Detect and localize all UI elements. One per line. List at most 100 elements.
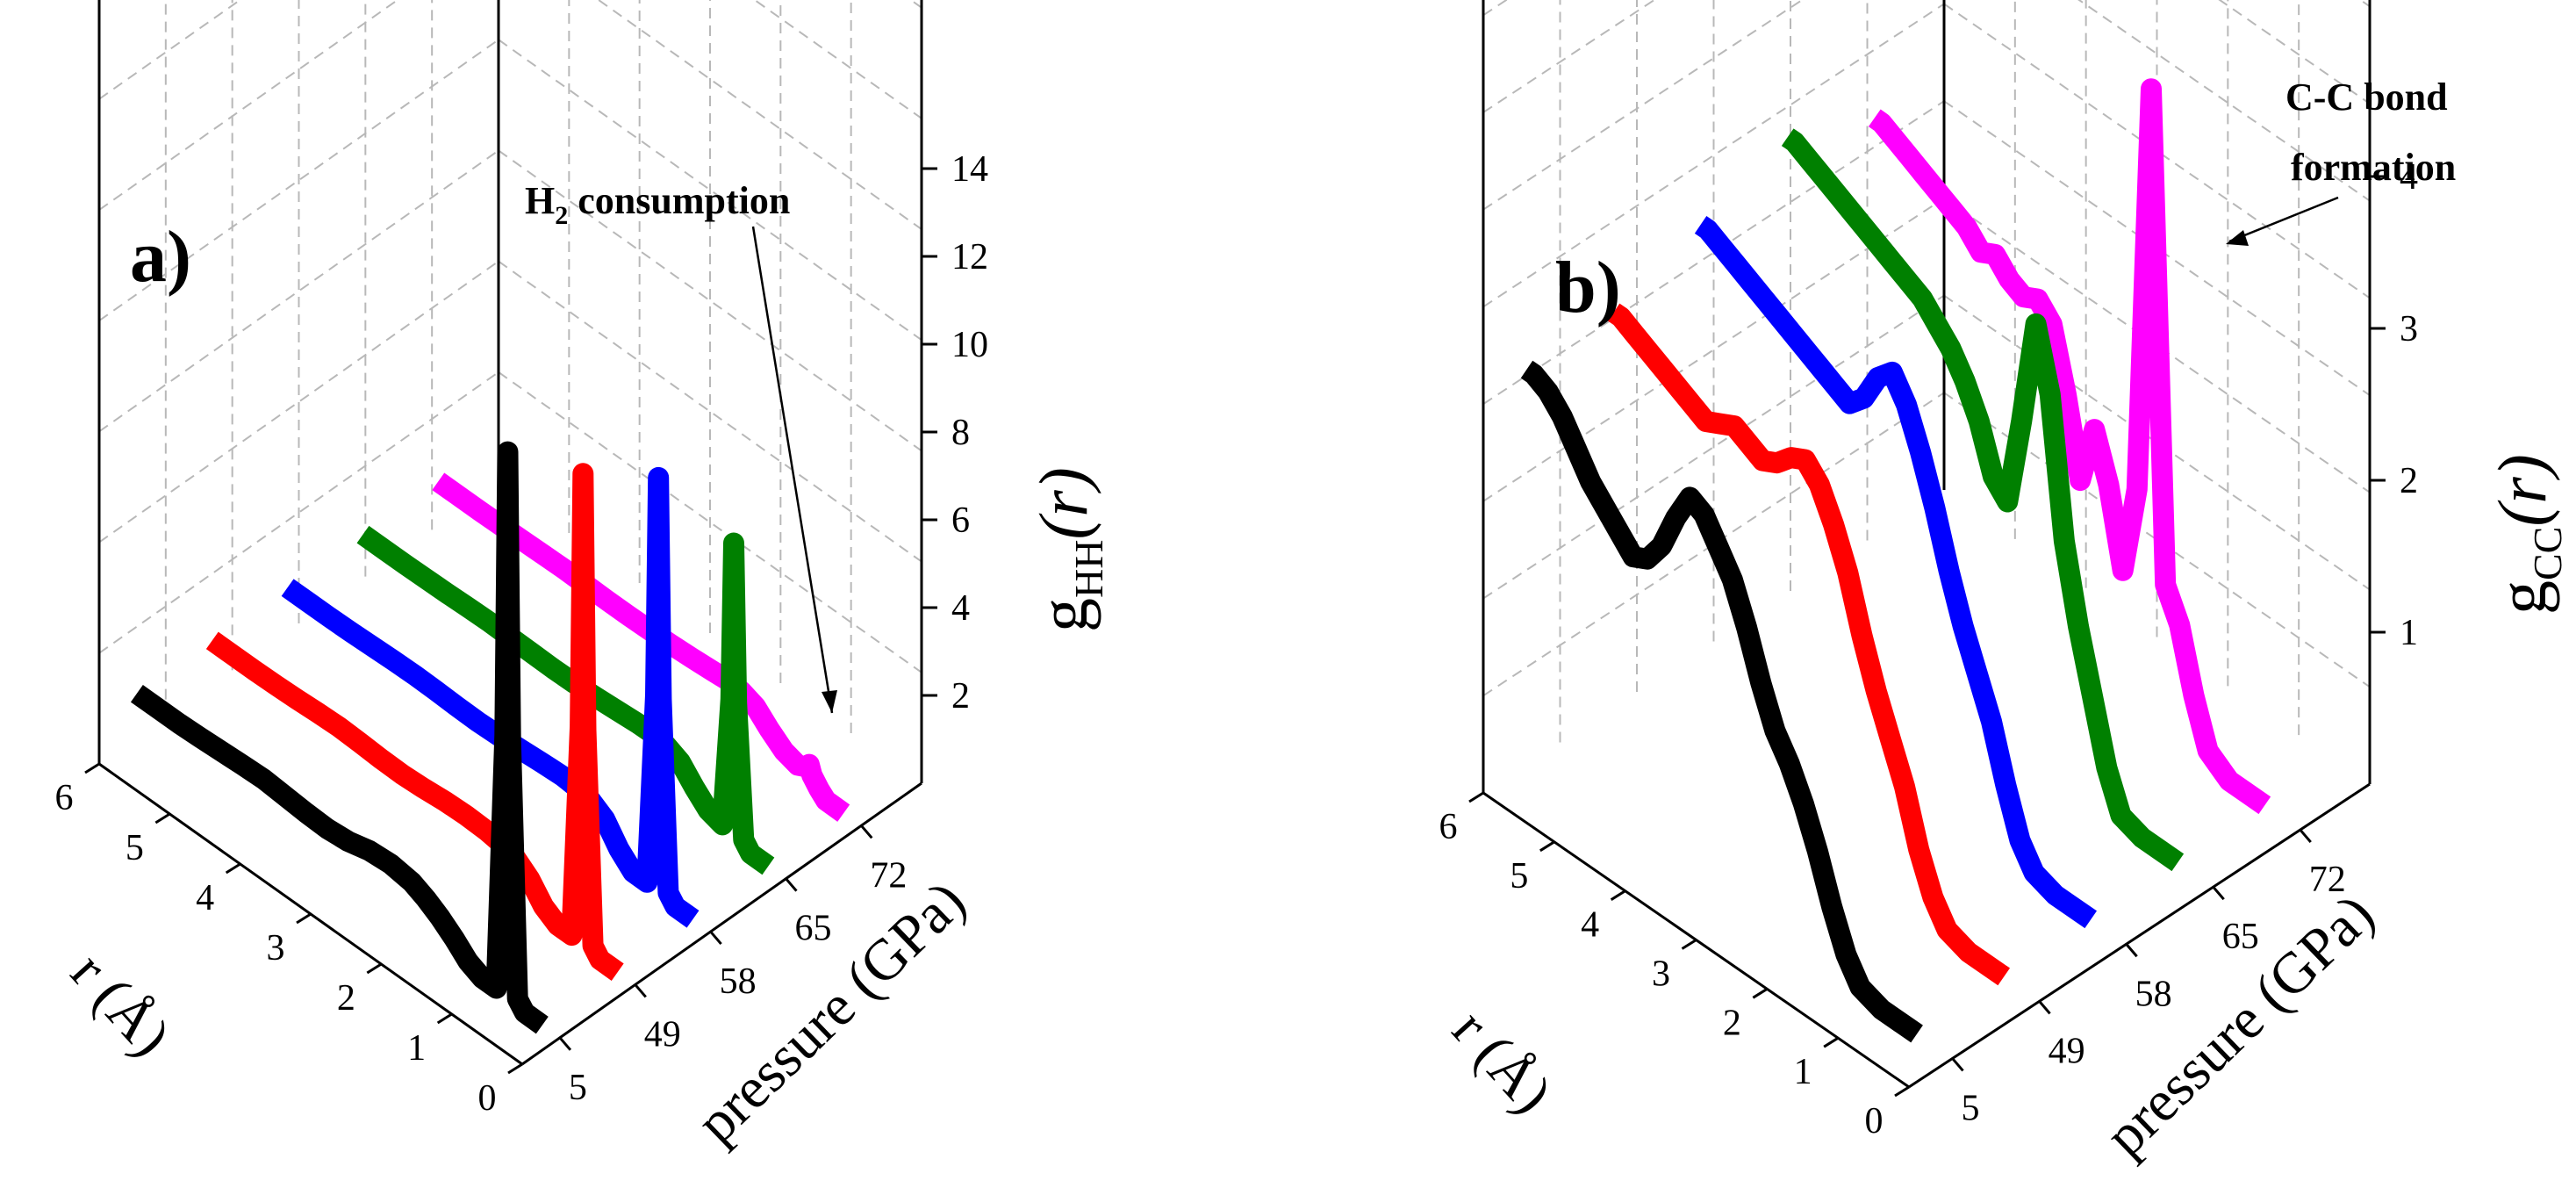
series-line-58GPa — [1694, 215, 2098, 929]
g-tick-label: 14 — [951, 149, 988, 190]
series-line-65GPa — [1781, 128, 2185, 872]
g-tick-label: 10 — [951, 325, 988, 365]
series-line-72GPa — [432, 472, 850, 822]
r-tick-label: 0 — [478, 1078, 497, 1119]
pressure-tick-label: 5 — [569, 1068, 587, 1108]
pressure-tick-label: 58 — [2135, 974, 2172, 1014]
series-line-65GPa — [356, 525, 775, 875]
g-tick-label: 3 — [2400, 309, 2418, 349]
r-tick-mark — [507, 1062, 523, 1075]
r-tick-label: 0 — [1865, 1101, 1884, 1141]
grid-line — [98, 0, 242, 100]
panel-a-letter: a) — [130, 216, 191, 298]
panel-a-annotation-arrow-line — [751, 226, 834, 714]
r-tick-mark — [1752, 988, 1769, 999]
grid-line — [1943, 3, 2371, 299]
panel-a-grid — [98, 0, 922, 733]
pressure-tick-label: 65 — [794, 909, 831, 949]
g-tick-label: 4 — [2400, 157, 2418, 198]
r-tick-mark — [296, 912, 312, 925]
grid-line — [98, 260, 499, 544]
grid-line — [2218, 0, 2371, 104]
r-tick-label: 2 — [1723, 1003, 1741, 1043]
g-tick-label: 2 — [2400, 461, 2418, 501]
panel-b-x-axis-title: r (Å) — [1440, 997, 1564, 1126]
r-tick-label: 5 — [1510, 856, 1528, 896]
g-tick-label: 12 — [951, 237, 988, 277]
r-tick-mark — [1539, 840, 1555, 853]
pressure-tick-mark — [2212, 886, 2225, 901]
series-line-49GPa — [205, 463, 624, 981]
grid-line — [1482, 3, 1945, 308]
g-tick-label: 2 — [951, 676, 970, 716]
pressure-tick-label: 49 — [2049, 1031, 2085, 1071]
pressure-tick-mark — [785, 877, 798, 892]
r-tick-label: 6 — [1439, 807, 1458, 847]
series-line-72GPa — [1868, 78, 2271, 815]
pressure-tick-mark — [2299, 829, 2312, 844]
r-tick-label: 6 — [55, 778, 74, 818]
grid-line — [498, 260, 922, 563]
grid-line — [1482, 0, 1656, 113]
panel-b-letter: b) — [1555, 247, 1621, 328]
pressure-tick-mark — [2125, 943, 2138, 958]
grid-line — [909, 0, 922, 9]
r-tick-mark — [1823, 1036, 1839, 1048]
pressure-tick-label: 49 — [644, 1014, 681, 1055]
panel-a-series-group — [130, 441, 850, 1034]
r-tick-label: 5 — [126, 828, 144, 868]
r-tick-label: 4 — [196, 878, 214, 918]
r-tick-mark — [154, 812, 171, 824]
r-tick-mark — [1894, 1085, 1910, 1098]
grid-line — [1482, 198, 1945, 502]
axis-edge — [1908, 782, 2371, 1089]
panel-a-x-axis-title: r (Å) — [59, 940, 183, 1069]
panel-b-grid — [1482, 0, 2371, 743]
r-tick-mark — [225, 862, 241, 875]
series-line-5GPa — [1520, 360, 1923, 1043]
panel-b-annotation-arrow-line — [2228, 196, 2339, 243]
pressure-tick-label: 58 — [720, 961, 757, 1002]
axis-edge — [521, 781, 922, 1066]
r-tick-mark — [366, 962, 383, 975]
series-line-58GPa — [281, 466, 700, 928]
r-tick-label: 1 — [1794, 1052, 1812, 1092]
panel-b-series-group — [1520, 78, 2271, 1043]
panel-b-annotation-line1: C-C bond — [2285, 76, 2448, 119]
series-line-5GPa — [130, 441, 549, 1034]
panel-a-annotation-arrowhead — [822, 690, 837, 713]
pressure-tick-mark — [2038, 1000, 2051, 1015]
series-line-49GPa — [1607, 303, 2011, 986]
pressure-tick-mark — [860, 824, 873, 839]
grid-line — [1943, 198, 2371, 493]
panel-b-annotation-line2: formation — [2291, 146, 2456, 189]
g-tick-label: 4 — [951, 588, 970, 629]
grid-line — [98, 149, 499, 433]
g-tick-label: 8 — [951, 413, 970, 453]
r-tick-label: 2 — [337, 978, 355, 1019]
r-tick-mark — [436, 1012, 453, 1025]
r-tick-mark — [1468, 791, 1484, 803]
pressure-tick-label: 72 — [870, 855, 907, 896]
pressure-tick-mark — [1951, 1057, 1964, 1072]
r-tick-mark — [84, 762, 100, 774]
r-tick-label: 3 — [1652, 954, 1670, 995]
pressure-tick-mark — [558, 1036, 572, 1051]
g-tick-label: 6 — [951, 500, 970, 541]
panel-a-annotation: H2 consumption — [525, 179, 790, 230]
panel-b-y-axis-title: gCC(r) — [2484, 454, 2570, 615]
pressure-tick-label: 5 — [1962, 1088, 1980, 1128]
r-tick-label: 4 — [1581, 905, 1599, 946]
pressure-tick-label: 65 — [2222, 917, 2259, 957]
panel-a-y-axis-title: gHH(r) — [1025, 467, 1111, 632]
r-tick-mark — [1610, 889, 1626, 901]
r-tick-mark — [1681, 939, 1697, 950]
r-tick-label: 1 — [407, 1028, 426, 1069]
g-tick-label: 1 — [2400, 613, 2418, 653]
panel-b-annotation-arrowhead — [2226, 230, 2249, 246]
